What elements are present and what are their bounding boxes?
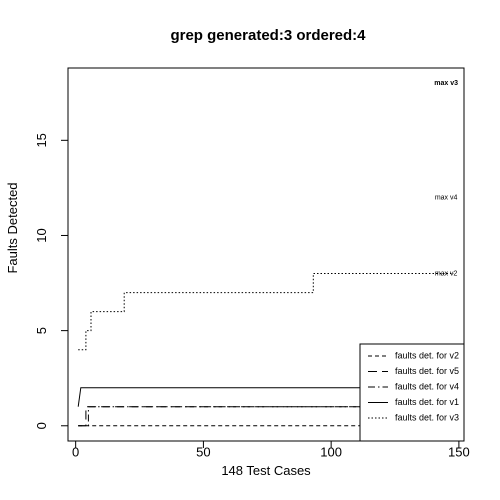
annotation-label: max v3 (434, 80, 458, 87)
series-line-3 (78, 406, 454, 427)
y-axis-label: Faults Detected (5, 182, 20, 273)
y-tick-label: 5 (34, 327, 49, 334)
series-layer (77, 273, 454, 427)
annotation-label: max v4 (435, 194, 458, 201)
x-axis: 0 50 100 150 (72, 440, 470, 460)
x-tick-label: 150 (448, 445, 470, 460)
x-tick-label: 0 (72, 445, 79, 460)
legend-label: faults det. for v4 (395, 381, 459, 391)
annotation-layer: max v3 max v4 max v2 (434, 80, 458, 277)
series-line-5 (78, 273, 454, 351)
annotation-label: max v2 (435, 270, 458, 277)
y-tick-label: 15 (34, 133, 49, 147)
y-tick-label: 0 (34, 422, 49, 429)
legend-box (359, 343, 465, 442)
legend-label: faults det. for v1 (395, 397, 459, 407)
chart-title: grep generated:3 ordered:4 (170, 27, 366, 44)
x-axis-label: 148 Test Cases (221, 463, 311, 478)
legend: faults det. for v2 faults det. for v5 faul… (359, 343, 465, 442)
x-tick-label: 100 (320, 445, 342, 460)
legend-label: faults det. for v2 (395, 350, 459, 360)
y-tick-label: 10 (34, 228, 49, 242)
y-axis: 0 5 10 15 (34, 133, 69, 429)
x-tick-label: 50 (196, 445, 210, 460)
legend-label: faults det. for v5 (395, 366, 459, 376)
series-line-4 (77, 387, 454, 407)
legend-label: faults det. for v3 (395, 412, 459, 422)
